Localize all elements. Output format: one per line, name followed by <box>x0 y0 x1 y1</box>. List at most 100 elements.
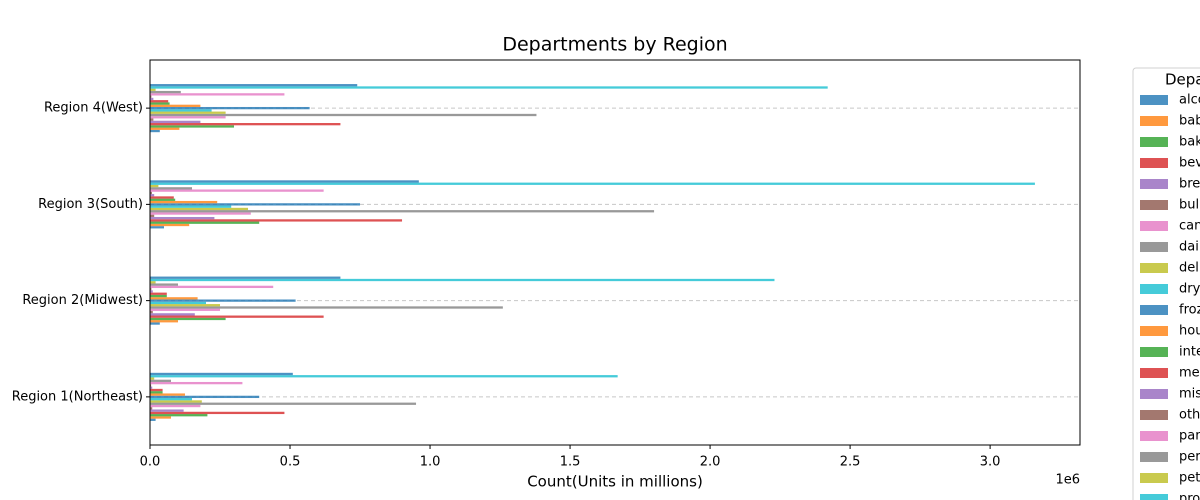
bar <box>150 116 226 119</box>
bar <box>150 84 358 87</box>
bar <box>150 292 167 295</box>
bar <box>150 297 198 300</box>
bar <box>150 320 179 323</box>
bar <box>150 104 201 107</box>
legend-swatch <box>1140 242 1168 252</box>
bar <box>150 194 155 197</box>
bar <box>150 86 828 89</box>
bar <box>150 322 160 325</box>
legend-label: pet <box>1179 471 1200 486</box>
bar <box>150 196 174 199</box>
bar <box>150 123 341 126</box>
bar <box>150 118 154 121</box>
legend-label: bre <box>1179 177 1200 192</box>
bar <box>150 306 503 309</box>
bar <box>150 283 179 286</box>
y-tick-label: Region 4(West) <box>44 101 143 116</box>
bar <box>150 205 232 208</box>
bar <box>150 313 195 316</box>
bar <box>150 276 341 279</box>
legend-label: dai <box>1179 240 1199 255</box>
legend-swatch <box>1140 95 1168 105</box>
legend-label: froz <box>1179 303 1200 318</box>
bar <box>150 393 186 396</box>
x-axis-label: Count(Units in millions) <box>527 473 703 491</box>
legend-swatch <box>1140 284 1168 294</box>
bar <box>150 223 190 227</box>
legend-label: bak <box>1179 135 1200 150</box>
bar <box>150 290 153 293</box>
legend-swatch <box>1140 452 1168 462</box>
bar <box>150 187 193 190</box>
bar <box>150 418 156 421</box>
bar <box>150 214 155 217</box>
legend-swatch <box>1140 410 1168 420</box>
y-tick-label: Region 3(South) <box>38 197 143 212</box>
bar <box>150 88 156 91</box>
bar <box>150 407 153 410</box>
bar <box>150 310 153 314</box>
bar <box>150 315 324 318</box>
legend-label: del <box>1179 261 1199 276</box>
bar <box>150 203 361 206</box>
bar <box>150 402 417 405</box>
legend-swatch <box>1140 305 1168 315</box>
bar <box>150 127 180 130</box>
legend-label: bev <box>1179 156 1200 171</box>
bar <box>150 409 184 412</box>
legend-swatch <box>1140 326 1168 336</box>
legend-swatch <box>1140 368 1168 378</box>
x-tick-label: 2.0 <box>700 455 721 470</box>
bar <box>150 189 324 192</box>
legend-label: alco <box>1179 93 1200 108</box>
legend-label: hou <box>1179 324 1200 339</box>
bar <box>150 301 207 305</box>
legend-swatch <box>1140 116 1168 126</box>
legend-label: pro <box>1179 492 1200 500</box>
bar <box>150 226 165 229</box>
legend-swatch <box>1140 347 1168 357</box>
bar <box>150 388 163 392</box>
bar <box>150 95 152 98</box>
bar <box>150 381 243 385</box>
legend-label: me <box>1179 366 1200 381</box>
x-tick-label: 2.5 <box>840 455 861 470</box>
bar <box>150 207 249 211</box>
legend-title: Depa <box>1165 71 1200 89</box>
x-tick-label: 1.5 <box>560 455 581 470</box>
bar <box>150 377 155 380</box>
y-tick-label: Region 2(Midwest) <box>22 293 143 308</box>
bar <box>150 404 201 408</box>
bar <box>150 198 176 201</box>
bar <box>150 111 226 114</box>
bar <box>150 109 212 112</box>
bar <box>150 386 153 389</box>
legend-label: bab <box>1179 114 1200 129</box>
legend-label: per <box>1179 450 1200 465</box>
y-tick-label: Region 1(Northeast) <box>12 389 143 404</box>
bar <box>150 100 169 103</box>
bar <box>150 212 251 215</box>
bar <box>150 93 285 96</box>
legend-label: can <box>1179 219 1200 234</box>
bar <box>150 191 152 195</box>
bar <box>150 294 167 298</box>
bar <box>150 184 159 188</box>
legend-label: mis <box>1179 387 1200 402</box>
legend-swatch <box>1140 221 1168 231</box>
bar <box>150 102 170 105</box>
legend-swatch <box>1140 137 1168 147</box>
bar <box>150 372 293 376</box>
bar <box>150 299 296 302</box>
x-tick-label: 1.0 <box>420 455 441 470</box>
legend-swatch <box>1140 389 1168 399</box>
bar <box>150 288 152 291</box>
bar <box>150 125 235 128</box>
legend-label: dry <box>1179 282 1200 297</box>
bar <box>150 182 1035 185</box>
bar <box>150 317 226 321</box>
legend-swatch <box>1140 473 1168 483</box>
bar <box>150 395 260 399</box>
legend-swatch <box>1140 263 1168 273</box>
